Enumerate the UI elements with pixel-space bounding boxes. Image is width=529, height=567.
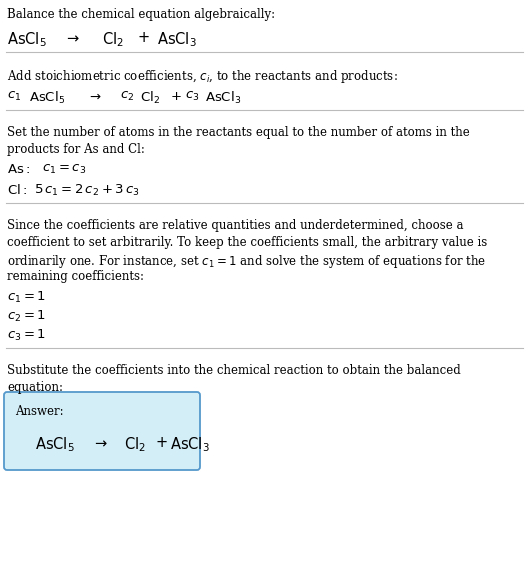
Text: $\mathrm{Cl_2}$: $\mathrm{Cl_2}$ [140,90,160,106]
Text: equation:: equation: [7,381,63,394]
Text: $\mathrm{AsCl_5}$: $\mathrm{AsCl_5}$ [29,90,65,106]
Text: $c_2$: $c_2$ [120,90,134,103]
Text: $\mathrm{AsCl_3}$: $\mathrm{AsCl_3}$ [157,30,197,49]
Text: $c_3 = 1$: $c_3 = 1$ [7,328,46,343]
Text: $c_3$: $c_3$ [185,90,199,103]
Text: $c_1 = c_3$: $c_1 = c_3$ [42,163,86,176]
Text: Balance the chemical equation algebraically:: Balance the chemical equation algebraica… [7,8,275,21]
Text: $\mathrm{As{:}}$: $\mathrm{As{:}}$ [7,163,31,176]
Text: products for As and Cl:: products for As and Cl: [7,143,145,156]
Text: $\rightarrow$: $\rightarrow$ [92,435,108,450]
Text: $\mathrm{AsCl_3}$: $\mathrm{AsCl_3}$ [170,435,209,454]
Text: Since the coefficients are relative quantities and underdetermined, choose a: Since the coefficients are relative quan… [7,219,463,232]
Text: $+$: $+$ [170,90,181,103]
Text: $\mathrm{Cl_2}$: $\mathrm{Cl_2}$ [124,435,146,454]
Text: Set the number of atoms in the reactants equal to the number of atoms in the: Set the number of atoms in the reactants… [7,126,470,139]
Text: Substitute the coefficients into the chemical reaction to obtain the balanced: Substitute the coefficients into the che… [7,364,461,377]
Text: $\mathrm{Cl_2}$: $\mathrm{Cl_2}$ [102,30,124,49]
Text: $\mathrm{Cl{:}}$: $\mathrm{Cl{:}}$ [7,183,28,197]
Text: Answer:: Answer: [15,405,63,418]
Text: ordinarily one. For instance, set $c_1 = 1$ and solve the system of equations fo: ordinarily one. For instance, set $c_1 =… [7,253,486,270]
Text: $5\,c_1 = 2\,c_2 + 3\,c_3$: $5\,c_1 = 2\,c_2 + 3\,c_3$ [34,183,140,198]
Text: $c_1 = 1$: $c_1 = 1$ [7,290,46,305]
Text: $c_2 = 1$: $c_2 = 1$ [7,309,46,324]
Text: $\rightarrow$: $\rightarrow$ [87,90,102,103]
Text: $\rightarrow$: $\rightarrow$ [64,30,80,45]
Text: coefficient to set arbitrarily. To keep the coefficients small, the arbitrary va: coefficient to set arbitrarily. To keep … [7,236,487,249]
Text: $+$: $+$ [155,435,168,450]
FancyBboxPatch shape [4,392,200,470]
Text: $\mathrm{AsCl_5}$: $\mathrm{AsCl_5}$ [35,435,75,454]
Text: $\mathrm{AsCl_5}$: $\mathrm{AsCl_5}$ [7,30,47,49]
Text: $c_1$: $c_1$ [7,90,21,103]
Text: $+$: $+$ [137,30,150,45]
Text: remaining coefficients:: remaining coefficients: [7,270,144,283]
Text: Add stoichiometric coefficients, $c_i$, to the reactants and products:: Add stoichiometric coefficients, $c_i$, … [7,68,398,85]
Text: $\mathrm{AsCl_3}$: $\mathrm{AsCl_3}$ [205,90,241,106]
